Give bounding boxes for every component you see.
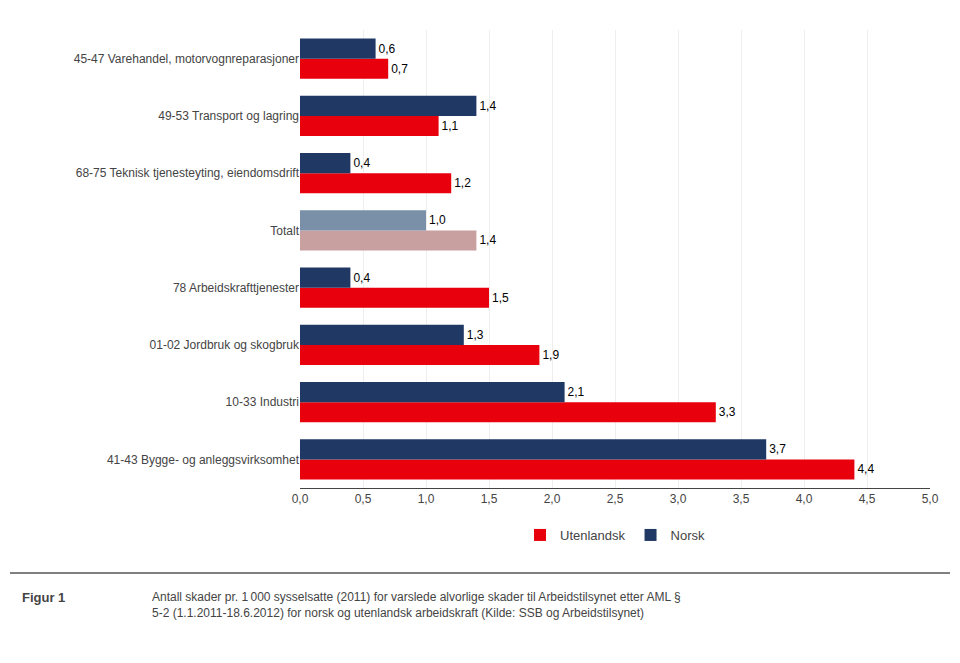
svg-text:1,3: 1,3 [467,328,484,342]
svg-text:45-47 Varehandel, motorvognrep: 45-47 Varehandel, motorvognreparasjoner [74,52,299,66]
svg-text:Figur 1: Figur 1 [22,590,65,605]
svg-text:Totalt: Totalt [270,224,299,238]
svg-text:3,5: 3,5 [733,492,750,506]
svg-text:4,4: 4,4 [857,462,874,476]
svg-text:1,4: 1,4 [479,233,496,247]
svg-text:3,7: 3,7 [769,442,786,456]
svg-text:1,1: 1,1 [442,119,459,133]
svg-text:0,4: 0,4 [353,271,370,285]
svg-text:49-53 Transport og lagring: 49-53 Transport og lagring [158,109,299,123]
svg-text:1,2: 1,2 [454,176,471,190]
svg-text:Utenlandsk: Utenlandsk [560,528,626,543]
svg-text:2,1: 2,1 [568,385,585,399]
svg-text:3,3: 3,3 [719,405,736,419]
svg-text:1,4: 1,4 [479,99,496,113]
svg-text:Antall skader pr. 1 000 syssel: Antall skader pr. 1 000 sysselsatte (201… [152,590,681,620]
svg-text:1,0: 1,0 [429,213,446,227]
svg-text:0,7: 0,7 [391,62,408,76]
svg-text:41-43 Bygge- og anleggsvirksom: 41-43 Bygge- og anleggsvirksomhet [107,453,300,467]
svg-text:0,5: 0,5 [355,492,372,506]
svg-text:68-75 Teknisk tjenesteyting, e: 68-75 Teknisk tjenesteyting, eiendomsdri… [76,166,300,180]
svg-text:78 Arbeidskrafttjenester: 78 Arbeidskrafttjenester [173,281,299,295]
svg-text:2,0: 2,0 [544,492,561,506]
svg-text:10-33 Industri: 10-33 Industri [226,395,299,409]
svg-text:1,5: 1,5 [492,291,509,305]
svg-text:5,0: 5,0 [922,492,939,506]
svg-text:1,9: 1,9 [542,348,559,362]
svg-text:1,5: 1,5 [481,492,498,506]
svg-text:4,5: 4,5 [859,492,876,506]
svg-text:Norsk: Norsk [671,528,705,543]
svg-text:0,0: 0,0 [292,492,309,506]
svg-text:4,0: 4,0 [796,492,813,506]
svg-text:2,5: 2,5 [607,492,624,506]
svg-text:01-02 Jordbruk og skogbruk: 01-02 Jordbruk og skogbruk [150,338,300,352]
svg-text:1,0: 1,0 [418,492,435,506]
svg-text:0,4: 0,4 [353,156,370,170]
svg-text:0,6: 0,6 [379,42,396,56]
svg-text:3,0: 3,0 [670,492,687,506]
